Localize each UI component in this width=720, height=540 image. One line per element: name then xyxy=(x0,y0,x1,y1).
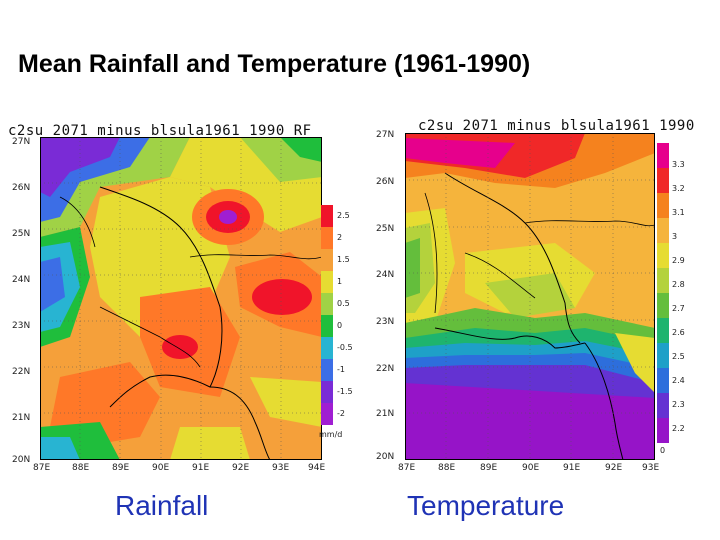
rainfall-colorbar-label: 0.5 xyxy=(337,299,350,308)
temperature-lat-tick: 21N xyxy=(376,409,395,419)
temperature-colorbar-label: 2.7 xyxy=(672,304,685,313)
temperature-lat-tick: 22N xyxy=(376,364,395,374)
temperature-colorbar-label: 2.6 xyxy=(672,328,685,337)
rainfall-lat-tick: 27N xyxy=(12,137,31,147)
rainfall-lon-tick: 92E xyxy=(232,463,250,473)
temperature-lat-tick: 26N xyxy=(376,177,395,187)
temperature-lon-tick: 87E xyxy=(398,463,416,473)
rainfall-colorbar-unit: mm/d xyxy=(319,430,343,439)
temperature-map-header: c2su 2071 minus blsula1961 1990 xyxy=(418,118,695,134)
temperature-colorbar-label: 2.5 xyxy=(672,352,685,361)
temperature-colorbar-label: 0 xyxy=(660,446,666,455)
rainfall-lon-tick: 89E xyxy=(112,463,130,473)
temperature-lat-tick: 27N xyxy=(376,130,395,140)
rainfall-caption: Rainfall xyxy=(115,490,209,521)
rainfall-colorbar-label: -2 xyxy=(337,409,345,418)
rainfall-colorbar-label: -1.5 xyxy=(337,387,353,396)
rainfall-colorbar-label: 1.5 xyxy=(337,255,350,264)
rainfall-lat-tick: 24N xyxy=(12,275,31,285)
rainfall-colorbar-label: 2.5 xyxy=(337,211,350,220)
temperature-colorbar xyxy=(657,143,669,443)
rainfall-lon-tick: 88E xyxy=(72,463,90,473)
rainfall-lat-tick: 23N xyxy=(12,321,31,331)
rainfall-lat-tick: 22N xyxy=(12,367,31,377)
rainfall-lat-tick: 21N xyxy=(12,413,31,423)
rainfall-lat-tick: 20N xyxy=(12,455,31,465)
rainfall-lat-tick: 26N xyxy=(12,183,31,193)
temperature-colorbar-label: 2.8 xyxy=(672,280,685,289)
rainfall-lon-tick: 94E xyxy=(308,463,326,473)
temperature-lon-tick: 91E xyxy=(563,463,581,473)
temperature-colorbar-label: 2.9 xyxy=(672,256,685,265)
temperature-colorbar-label: 3.3 xyxy=(672,160,685,169)
temperature-colorbar-label: 3.2 xyxy=(672,184,685,193)
rainfall-map-header: c2su 2071 minus blsula1961 1990 RF xyxy=(8,123,312,139)
rainfall-colorbar-label: 1 xyxy=(337,277,343,286)
temperature-caption: Temperature xyxy=(407,490,565,521)
temperature-lat-tick: 25N xyxy=(376,224,395,234)
temperature-colorbar-label: 2.4 xyxy=(672,376,685,385)
temperature-lon-tick: 89E xyxy=(480,463,498,473)
rainfall-lon-tick: 87E xyxy=(33,463,51,473)
temperature-lon-tick: 93E xyxy=(642,463,660,473)
temperature-map xyxy=(405,133,655,460)
temperature-colorbar-label: 2.3 xyxy=(672,400,685,409)
temperature-lon-tick: 92E xyxy=(605,463,623,473)
rainfall-colorbar-label: -0.5 xyxy=(337,343,353,352)
temperature-lat-tick: 24N xyxy=(376,270,395,280)
temperature-colorbar-label: 2.2 xyxy=(672,424,685,433)
rainfall-lon-tick: 91E xyxy=(192,463,210,473)
temperature-lat-tick: 23N xyxy=(376,317,395,327)
rainfall-map xyxy=(40,137,322,460)
slide-title: Mean Rainfall and Temperature (1961-1990… xyxy=(18,50,531,78)
rainfall-colorbar-label: 0 xyxy=(337,321,343,330)
temperature-colorbar-label: 3.1 xyxy=(672,208,685,217)
temperature-lon-tick: 90E xyxy=(522,463,540,473)
rainfall-colorbar-label: -1 xyxy=(337,365,345,374)
temperature-lat-tick: 20N xyxy=(376,452,395,462)
temperature-lon-tick: 88E xyxy=(438,463,456,473)
temperature-colorbar-label: 3 xyxy=(672,232,678,241)
rainfall-lat-tick: 25N xyxy=(12,229,31,239)
rainfall-lon-tick: 93E xyxy=(272,463,290,473)
rainfall-lon-tick: 90E xyxy=(152,463,170,473)
rainfall-colorbar xyxy=(321,205,333,425)
rainfall-colorbar-label: 2 xyxy=(337,233,343,242)
